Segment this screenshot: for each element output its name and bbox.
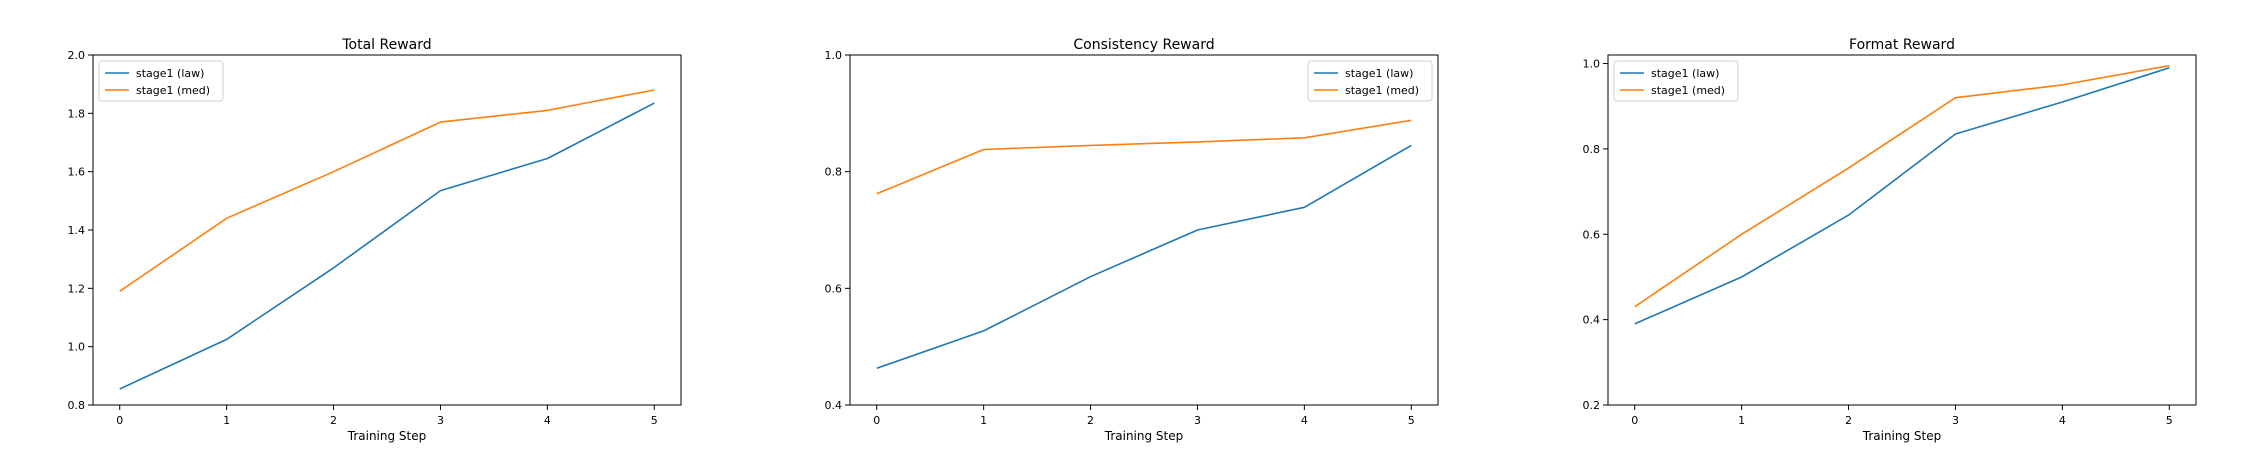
x-tick-label: 1	[1738, 414, 1745, 427]
y-tick-label: 0.8	[825, 166, 843, 179]
legend-entry: stage1 (med)	[1651, 84, 1725, 97]
y-tick-label: 1.2	[68, 282, 86, 295]
legend: stage1 (law) stage1 (med)	[98, 60, 224, 102]
legend-entry: stage1 (law)	[1651, 67, 1719, 80]
y-tick-label: 1.6	[68, 166, 86, 179]
legend: stage1 (law) stage1 (med)	[1307, 60, 1433, 102]
legend-entry: stage1 (med)	[1345, 84, 1419, 97]
x-tick-label: 2	[1845, 414, 1852, 427]
legend-box	[98, 60, 224, 102]
x-tick-label: 2	[1087, 414, 1094, 427]
y-tick-label: 0.4	[825, 399, 843, 412]
y-tick-label: 1.0	[68, 341, 86, 354]
subplot-0: 0 1 2 3 4 5 0.8 1.0 1.2 1.4 1.6 1.8 2.0 Total Reward T…	[68, 37, 682, 443]
x-tick-label: 4	[544, 414, 551, 427]
x-tick-label: 1	[223, 414, 230, 427]
x-tick-label: 2	[330, 414, 337, 427]
legend: stage1 (law) stage1 (med)	[1613, 60, 1739, 102]
x-tick-label: 5	[1408, 414, 1415, 427]
plot-frame	[849, 54, 1439, 406]
x-tick-label: 4	[2059, 414, 2066, 427]
y-tick-label: 1.4	[68, 224, 86, 237]
x-tick-label: 5	[651, 414, 658, 427]
legend-entry: stage1 (law)	[1345, 67, 1413, 80]
y-tick-label: 0.6	[1583, 228, 1601, 241]
x-tick-label: 3	[437, 414, 444, 427]
x-tick-label: 5	[2166, 414, 2173, 427]
legend-box	[1307, 60, 1433, 102]
chart-title: Consistency Reward	[1073, 37, 1214, 53]
y-tick-label: 2.0	[68, 49, 86, 62]
x-axis-label: Training Step	[1862, 429, 1942, 443]
legend-box	[1613, 60, 1739, 102]
subplot-2: 0 1 2 3 4 5 0.2 0.4 0.6 0.8 1.0 Format Reward Traini…	[1583, 37, 2197, 443]
series-line-1	[1634, 64, 2170, 308]
x-tick-label: 3	[1194, 414, 1201, 427]
series-line-1	[876, 119, 1412, 195]
y-tick-label: 1.0	[825, 49, 843, 62]
chart-title: Total Reward	[341, 37, 431, 53]
x-tick-label: 3	[1952, 414, 1959, 427]
series-line-0	[876, 144, 1412, 370]
y-tick-label: 0.8	[68, 399, 86, 412]
chart-title: Format Reward	[1849, 37, 1955, 53]
x-tick-label: 4	[1301, 414, 1308, 427]
x-axis-label: Training Step	[1104, 429, 1184, 443]
legend-entry: stage1 (law)	[136, 67, 204, 80]
y-tick-label: 0.6	[825, 282, 843, 295]
x-tick-label: 0	[116, 414, 123, 427]
legend-entry: stage1 (med)	[136, 84, 210, 97]
plot-frame	[1607, 54, 2197, 406]
x-tick-label: 1	[980, 414, 987, 427]
x-tick-label: 0	[1631, 414, 1638, 427]
y-tick-label: 1.8	[68, 107, 86, 120]
y-tick-label: 0.8	[1583, 143, 1601, 156]
x-axis-label: Training Step	[347, 429, 427, 443]
x-tick-label: 0	[873, 414, 880, 427]
series-line-1	[119, 89, 655, 292]
y-tick-label: 0.4	[1583, 314, 1601, 327]
y-tick-label: 1.0	[1583, 58, 1601, 71]
series-line-0	[1634, 67, 2170, 325]
y-tick-label: 0.2	[1583, 399, 1601, 412]
subplot-1: 0 1 2 3 4 5 0.4 0.6 0.8 1.0 Consistency Reward Trai…	[825, 37, 1439, 443]
series-line-0	[119, 102, 655, 390]
